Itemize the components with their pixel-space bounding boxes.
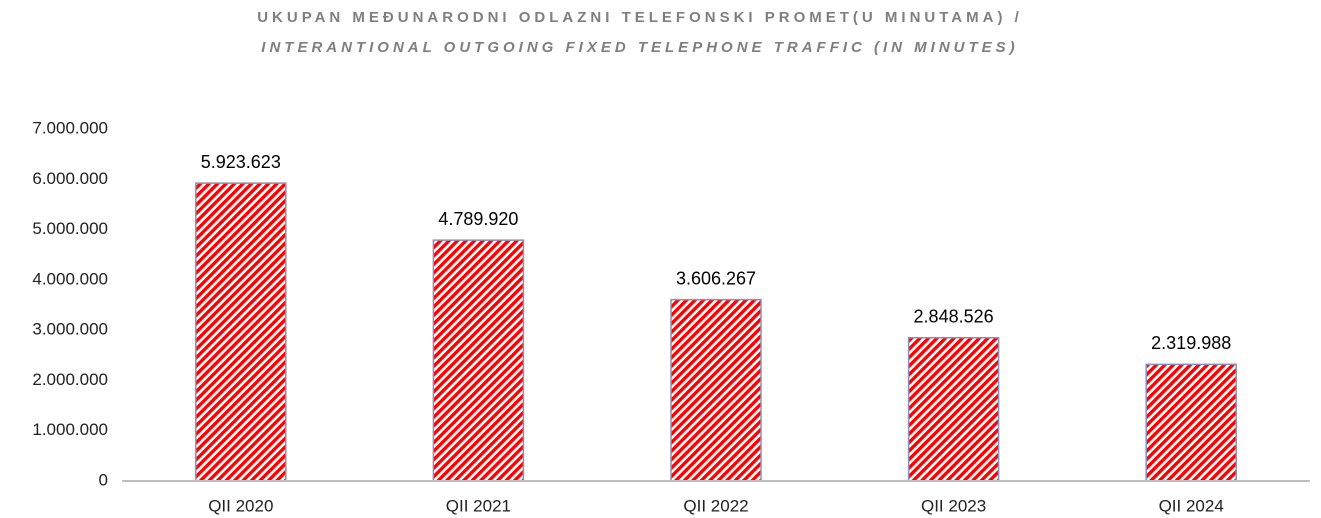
x-tick-label: QII 2024 bbox=[1159, 496, 1224, 515]
y-tick-label: 1.000.000 bbox=[32, 420, 108, 439]
x-tick-label: QII 2023 bbox=[921, 496, 986, 515]
bar bbox=[907, 337, 1000, 482]
value-label: 4.789.920 bbox=[438, 209, 518, 229]
y-tick-label: 5.000.000 bbox=[32, 219, 108, 238]
x-tick-label: QII 2022 bbox=[683, 496, 748, 515]
value-label: 3.606.267 bbox=[676, 268, 756, 288]
y-tick-label: 7.000.000 bbox=[32, 118, 108, 137]
y-tick-label: 3.000.000 bbox=[32, 320, 108, 339]
value-label: 2.848.526 bbox=[914, 307, 994, 327]
x-tick-label: QII 2020 bbox=[208, 496, 273, 515]
value-label: 5.923.623 bbox=[201, 152, 281, 172]
value-label: 2.319.988 bbox=[1151, 333, 1231, 353]
bar bbox=[670, 298, 762, 482]
y-tick-label: 4.000.000 bbox=[32, 269, 108, 288]
bar bbox=[432, 239, 525, 482]
bar bbox=[1145, 363, 1237, 482]
x-tick-label: QII 2021 bbox=[446, 496, 511, 515]
chart-subtitle: INTERANTIONAL OUTGOING FIXED TELEPHONE T… bbox=[261, 39, 1018, 56]
bar bbox=[195, 182, 287, 482]
y-tick-label: 2.000.000 bbox=[32, 370, 108, 389]
y-tick-label: 6.000.000 bbox=[32, 169, 108, 188]
chart-title: UKUPAN MEĐUNARODNI ODLAZNI TELEFONSKI PR… bbox=[257, 9, 1023, 26]
y-tick-label: 0 bbox=[99, 470, 108, 489]
